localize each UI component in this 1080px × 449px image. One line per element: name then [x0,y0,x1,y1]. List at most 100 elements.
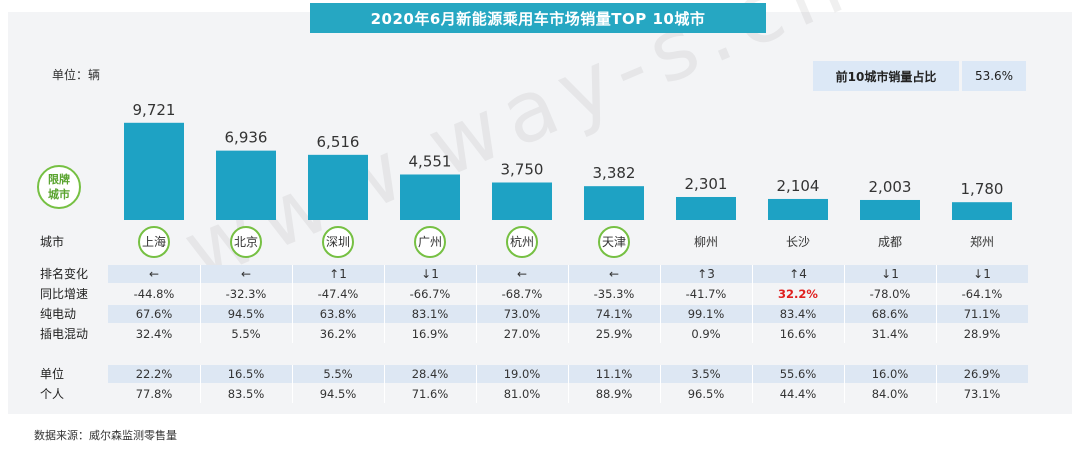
table-cell: 71.1% [963,307,1001,321]
bar-柳州 [676,196,736,220]
table-cell: ↑4 [789,267,807,281]
bar-郑州 [952,202,1012,220]
table-cell: 25.9% [595,327,633,341]
top10-share-value: 53.6% [962,61,1026,91]
category-label: 成都 [878,235,902,249]
column-divider [752,265,753,343]
table-cell: -68.7% [501,287,543,301]
table-cell: 88.9% [595,387,633,401]
bar-value-label: 2,104 [777,177,820,195]
table-cell: ↓1 [973,267,991,281]
limited-city-ring [414,226,446,258]
column-divider [384,265,385,343]
table-cell: ↓1 [881,267,899,281]
table-cell: 16.5% [227,367,265,381]
table-cell: 96.5% [687,387,725,401]
table-cell: 16.6% [779,327,817,341]
table-cell: 28.9% [963,327,1001,341]
bar-value-label: 6,516 [317,133,360,151]
bar-广州 [400,174,460,220]
city-header: 城市 [40,234,64,249]
table-cell: ← [608,267,620,281]
table-cell: 83.5% [227,387,265,401]
column-divider [844,365,845,403]
bar-天津 [584,186,644,220]
table-cell: 74.1% [595,307,633,321]
category-label: 郑州 [970,234,994,249]
row-label: 同比增速 [40,287,89,301]
row-label: 个人 [40,387,65,401]
limited-city-legend-text: 限牌 城市 [48,173,70,201]
table-cell: -41.7% [685,287,727,301]
table-cell: -66.7% [409,287,451,301]
column-divider [292,365,293,403]
table-cell: 26.9% [963,367,1001,381]
column-divider [568,265,569,343]
table-cell: 73.0% [503,307,541,321]
table-cell: 11.1% [595,367,633,381]
table-cell: 16.9% [411,327,449,341]
table-cell: 44.4% [779,387,817,401]
bar-北京 [216,150,276,220]
table-cell: -35.3% [593,287,635,301]
table-cell: 5.5% [323,367,353,381]
bar-上海 [124,122,184,220]
table-cell: 5.5% [231,327,261,341]
table-cell: 31.4% [871,327,909,341]
column-divider [384,365,385,403]
table-cell: 36.2% [319,327,357,341]
bar-长沙 [768,198,828,220]
table-cell: 94.5% [227,307,265,321]
table-cell: 94.5% [319,387,357,401]
table-cell: ↑1 [329,267,347,281]
table-cell: 22.2% [135,367,173,381]
unit-label: 单位：辆 [52,68,101,82]
bar-value-label: 9,721 [133,101,176,119]
limited-city-legend: 限牌 城市 [37,165,81,209]
table-cell: -47.4% [317,287,359,301]
data-source: 数据来源：威尔森监测零售量 [34,429,177,442]
table-cell: ↓1 [421,267,439,281]
chart-title: 2020年6月新能源乘用车市场销量TOP 10城市 [310,3,766,33]
table-cell: 0.9% [691,327,721,341]
column-divider [936,265,937,343]
column-divider [660,365,661,403]
category-label: 柳州 [694,235,718,249]
row-label: 纯电动 [40,307,77,321]
column-divider [200,365,201,403]
table-cell: 19.0% [503,367,541,381]
table-cell: 84.0% [871,387,909,401]
table-cell: -32.3% [225,287,267,301]
column-divider [844,265,845,343]
bar-value-label: 3,750 [501,161,544,179]
bar-value-label: 2,301 [685,175,728,193]
top10-share-label: 前10城市销量占比 [813,61,959,91]
bar-value-label: 6,936 [225,129,268,147]
table-cell: 68.6% [871,307,909,321]
bar-成都 [860,199,920,220]
column-divider [936,365,937,403]
table-cell: 32.4% [135,327,173,341]
table-cell: -64.1% [961,287,1003,301]
table-cell: 55.6% [779,367,817,381]
table-cell: 3.5% [691,367,721,381]
limited-city-ring [138,226,170,258]
table-cell: 99.1% [687,307,725,321]
bar-深圳 [308,154,368,220]
row-label: 排名变化 [40,267,89,281]
row-label: 单位 [40,367,65,381]
bar-value-label: 4,551 [409,152,452,170]
table-cell: 28.4% [411,367,449,381]
category-label: 上海 [142,234,166,249]
column-divider [292,265,293,343]
category-label: 北京 [234,235,258,249]
column-divider [476,265,477,343]
table-cell: ← [240,267,252,281]
column-divider [752,365,753,403]
table-cell: 32.2% [778,287,818,301]
table-cell: 73.1% [963,387,1001,401]
bar-杭州 [492,182,552,220]
table-cell: ← [148,267,160,281]
table-cell: 83.1% [411,307,449,321]
